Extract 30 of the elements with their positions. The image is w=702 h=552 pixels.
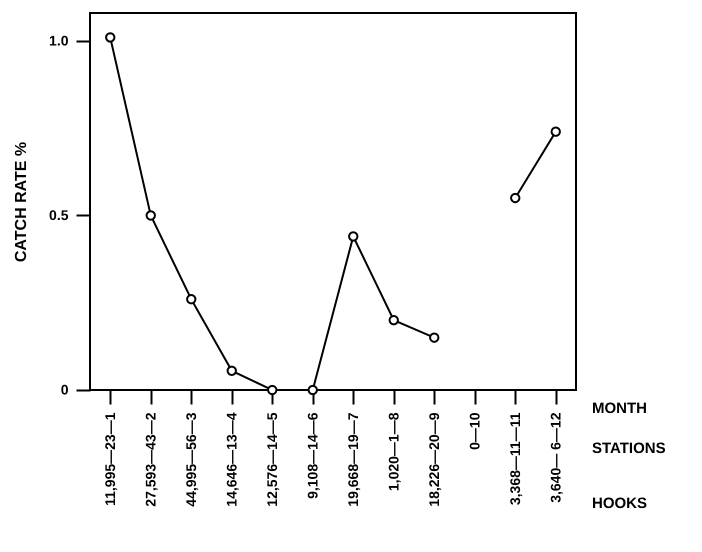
x-tick-label: 1,020—1—8	[385, 412, 402, 492]
point	[429, 332, 440, 343]
point	[226, 366, 237, 376]
point	[146, 210, 156, 221]
x-tick-label: 18,226—20—9	[426, 412, 442, 507]
x-tick-label: 3,368—11—11	[506, 412, 523, 506]
y-tick-label: 0.5	[49, 206, 69, 223]
text: MONTH	[592, 400, 647, 417]
point	[267, 384, 278, 396]
y-tick-label: 1.0	[49, 32, 69, 48]
text: HOOKS	[592, 495, 648, 512]
x-tick-label: 11,995—23—1	[102, 412, 118, 506]
point	[388, 315, 399, 326]
point	[348, 231, 358, 242]
text: STATIONS	[592, 440, 666, 457]
point	[186, 294, 196, 304]
x-tick-label: 44,995—56—3	[182, 412, 199, 507]
x-tick-label: 14,646—13—4	[223, 412, 240, 507]
x-tick-label: 0—10	[466, 412, 482, 450]
y-tick-label: 0	[60, 382, 69, 398]
point	[550, 126, 561, 137]
point	[105, 32, 116, 43]
point	[510, 192, 520, 204]
x-tick-label: 12,576—14—5	[264, 412, 280, 507]
y-axis-title: CATCH RATE %	[13, 142, 30, 262]
x-tick-label: 9,108—14—6	[304, 412, 320, 499]
x-tick-label: 19,668—19—7	[344, 412, 361, 507]
x-tick-label: 3,640— 6—12	[547, 412, 564, 503]
x-tick-label: 27,593—43—2	[142, 412, 158, 507]
point	[308, 384, 318, 396]
